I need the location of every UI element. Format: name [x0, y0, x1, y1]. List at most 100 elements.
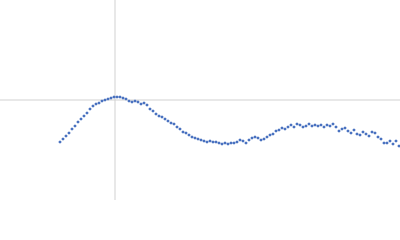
point	[76, 120, 80, 124]
point	[112, 95, 116, 99]
point	[313, 123, 317, 127]
point	[124, 97, 128, 101]
point	[97, 101, 101, 105]
chart	[0, 0, 400, 200]
point	[217, 141, 221, 145]
point	[397, 144, 400, 148]
point	[289, 123, 293, 127]
point	[106, 97, 110, 101]
point	[157, 114, 161, 118]
point	[223, 141, 227, 145]
point	[343, 126, 347, 130]
point	[67, 131, 71, 135]
point	[160, 115, 164, 119]
point	[193, 136, 197, 140]
point	[388, 139, 392, 143]
point	[70, 127, 74, 131]
point	[205, 140, 209, 144]
point	[220, 142, 224, 146]
point	[58, 140, 62, 144]
point	[184, 131, 188, 135]
point	[169, 121, 173, 125]
point	[271, 132, 275, 136]
point	[196, 137, 200, 141]
point	[361, 130, 365, 134]
point	[91, 104, 95, 108]
point	[280, 126, 284, 130]
point	[304, 124, 308, 128]
point	[340, 127, 344, 131]
point	[349, 131, 353, 135]
point	[253, 135, 257, 139]
point	[127, 99, 131, 103]
point	[247, 138, 251, 142]
point	[94, 102, 98, 106]
point	[139, 102, 143, 106]
point	[208, 139, 212, 143]
point	[319, 123, 323, 127]
point	[61, 137, 65, 141]
point	[325, 123, 329, 127]
point	[181, 130, 185, 134]
point	[154, 112, 158, 116]
point	[259, 138, 263, 142]
point	[142, 101, 146, 105]
point	[202, 139, 206, 143]
point	[328, 124, 332, 128]
point	[355, 132, 359, 136]
point	[103, 98, 107, 102]
point	[166, 119, 170, 123]
point	[241, 139, 245, 143]
point	[385, 141, 389, 145]
point	[337, 129, 341, 133]
point	[118, 95, 122, 99]
point	[316, 124, 320, 128]
point	[286, 125, 290, 129]
point	[352, 128, 356, 132]
point	[256, 136, 260, 140]
point	[82, 114, 86, 118]
point	[298, 123, 302, 127]
point	[232, 141, 236, 145]
point	[79, 117, 83, 121]
point	[130, 100, 134, 104]
point	[229, 141, 233, 145]
point	[331, 122, 335, 126]
point	[262, 137, 266, 141]
point	[199, 138, 203, 142]
point	[145, 103, 149, 107]
point	[250, 136, 254, 140]
point	[307, 122, 311, 126]
point	[148, 107, 152, 111]
point	[346, 129, 350, 133]
point	[115, 95, 119, 99]
point	[226, 142, 230, 146]
point	[238, 138, 242, 142]
point	[136, 100, 140, 104]
point	[301, 125, 305, 129]
point	[274, 129, 278, 133]
point	[268, 133, 272, 137]
point	[283, 127, 287, 131]
point	[187, 133, 191, 137]
point	[73, 124, 77, 128]
point	[88, 107, 92, 111]
point	[214, 140, 218, 144]
point	[121, 96, 125, 100]
point	[178, 127, 182, 131]
point	[379, 137, 383, 141]
point	[151, 109, 155, 113]
point	[292, 125, 296, 129]
point	[322, 125, 326, 129]
point	[133, 99, 137, 103]
point	[109, 96, 113, 100]
point	[64, 134, 68, 138]
point	[370, 130, 374, 134]
point	[190, 135, 194, 139]
point	[163, 117, 167, 121]
point	[373, 131, 377, 135]
point	[367, 134, 371, 138]
point	[235, 140, 239, 144]
point	[175, 125, 179, 129]
point	[358, 133, 362, 137]
